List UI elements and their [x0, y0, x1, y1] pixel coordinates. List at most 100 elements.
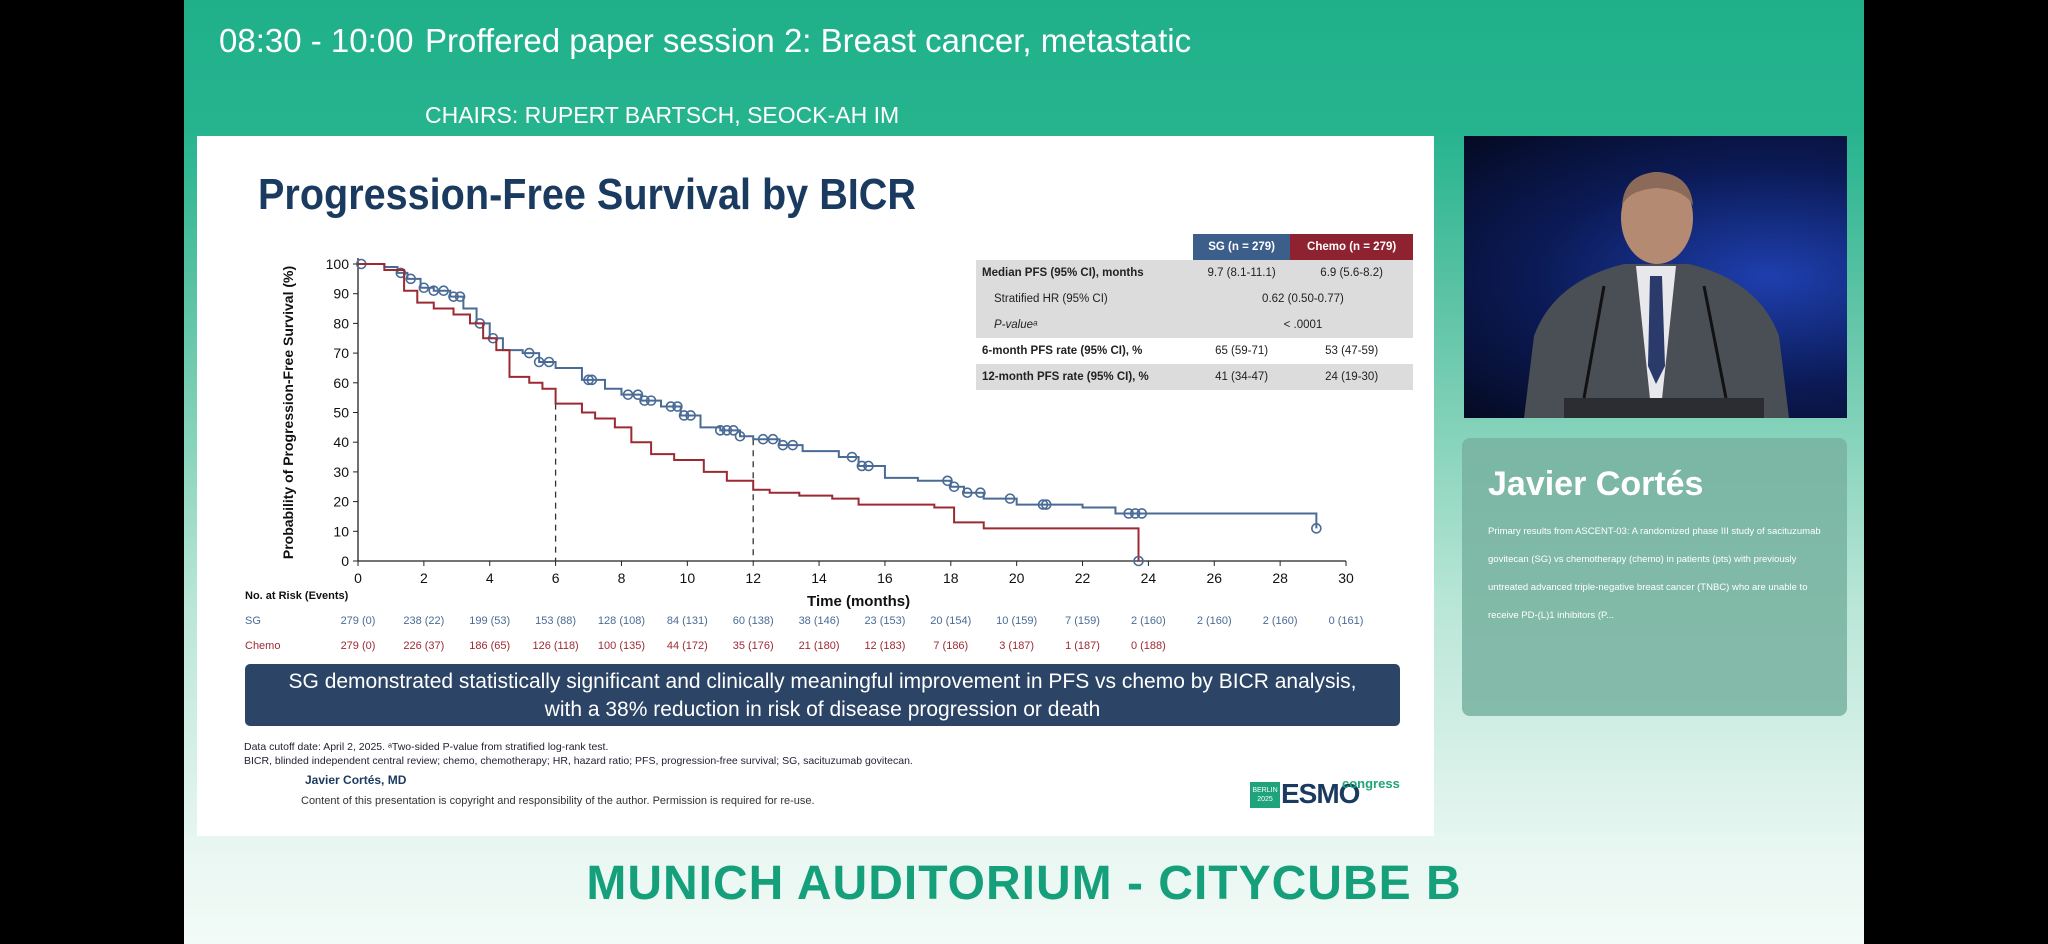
- x-tick-label: 6: [552, 570, 560, 586]
- risk-cell: 38 (146): [799, 615, 840, 627]
- risk-cell: 153 (88): [535, 615, 576, 627]
- risk-cell: 226 (37): [403, 640, 444, 652]
- table-cell-hr: 0.62 (0.50-0.77): [1192, 286, 1413, 312]
- session-chairs: CHAIRS: RUPERT BARTSCH, SEOCK-AH IM: [425, 102, 900, 128]
- x-tick-label: 10: [680, 570, 696, 586]
- speaker-info-card: Javier Cortés Primary results from ASCEN…: [1462, 438, 1847, 716]
- y-tick-label: 0: [341, 553, 349, 569]
- risk-cell: 21 (180): [799, 640, 840, 652]
- risk-cell: 0 (188): [1131, 640, 1166, 652]
- y-tick-label: 90: [333, 286, 349, 302]
- risk-cell: 279 (0): [341, 615, 376, 627]
- censor-mark-sg: [395, 267, 407, 279]
- censor-mark-sg: [639, 395, 650, 406]
- presentation-slide: Progression-Free Survival by BICR 0 10 20 3…: [197, 136, 1434, 836]
- censor-mark-sg: [533, 356, 545, 368]
- table-row-label: Median PFS (95% CI), months: [976, 260, 1193, 286]
- logo-city: BERLIN: [1252, 787, 1278, 794]
- banner-line-2: with a 38% reduction in risk of disease …: [544, 698, 1101, 721]
- censor-mark-sg: [1041, 499, 1052, 510]
- risk-cell: 126 (118): [532, 640, 578, 652]
- table-col-sg: SG (n = 279): [1192, 234, 1291, 260]
- table-cell-chemo: 6.9 (5.6-8.2): [1290, 260, 1413, 286]
- risk-cell: 238 (22): [403, 615, 444, 627]
- censor-mark-sg: [948, 481, 960, 493]
- pfs-summary-table: SG (n = 279) Chemo (n = 279) Median PFS …: [976, 234, 1413, 390]
- censor-mark-sg: [448, 291, 459, 302]
- censor-mark-sg: [1004, 493, 1016, 504]
- talk-description: Primary results from ASCENT-03: A random…: [1488, 526, 1821, 621]
- censor-mark-sg: [1129, 508, 1141, 519]
- table-row: Median PFS (95% CI), months 9.7 (8.1-11.…: [976, 260, 1413, 286]
- risk-row-name: SG: [245, 615, 261, 627]
- risk-cell: 0 (161): [1329, 615, 1364, 627]
- censor-mark-sg: [961, 487, 973, 498]
- censor-mark-sg: [632, 389, 644, 400]
- censor-mark-sg: [685, 410, 696, 421]
- censor-mark-sg: [438, 285, 449, 297]
- table-cell-pvalue: < .0001: [1192, 312, 1413, 338]
- stream-stage: 08:30 - 10:00 Proffered paper session 2:…: [184, 0, 1864, 944]
- km-curve-chemo: [358, 263, 1140, 561]
- session-title: Proffered paper session 2: Breast cancer…: [425, 22, 1192, 59]
- y-axis-title: Probability of Progression-Free Survival…: [280, 266, 296, 559]
- esmo-logo-badge: BERLIN 2025: [1250, 782, 1280, 808]
- x-tick-label: 18: [943, 570, 959, 586]
- y-tick-label: 10: [333, 523, 349, 539]
- x-tick-label: 20: [1009, 570, 1025, 586]
- risk-cell: 44 (172): [667, 640, 708, 652]
- risk-cell: 7 (159): [1065, 615, 1100, 627]
- slide-title: Progression-Free Survival by BICR: [258, 170, 917, 219]
- logo-name: ESMO: [1281, 778, 1360, 809]
- censor-mark-sg: [405, 273, 416, 285]
- table-row-label: 12-month PFS rate (95% CI), %: [976, 364, 1193, 390]
- table-row: 12-month PFS rate (95% CI), % 41 (34-47)…: [976, 364, 1413, 390]
- x-tick-label: 30: [1338, 570, 1354, 586]
- censor-mark-sg: [863, 460, 874, 472]
- footnote-cutoff: Data cutoff date: April 2, 2025. ᵃTwo-si…: [244, 741, 609, 753]
- x-tick-label: 16: [877, 570, 893, 586]
- censor-mark-sg: [678, 410, 690, 421]
- censor-mark-sg: [1136, 508, 1148, 519]
- censor-mark-sg: [942, 475, 953, 487]
- risk-cell: 2 (160): [1263, 615, 1298, 627]
- table-header-row: SG (n = 279) Chemo (n = 279): [976, 234, 1413, 260]
- censor-mark-sg: [734, 430, 746, 442]
- censor-mark-sg: [757, 433, 769, 445]
- risk-cell: 2 (160): [1131, 615, 1166, 627]
- risk-cell: 84 (131): [667, 615, 708, 627]
- censor-mark-sg: [975, 487, 986, 498]
- risk-cell: 100 (135): [598, 640, 645, 652]
- risk-cell: 20 (154): [930, 615, 971, 627]
- censor-mark-sg: [1037, 499, 1049, 510]
- risk-cell: 12 (183): [864, 640, 905, 652]
- risk-cell: 2 (160): [1197, 615, 1232, 627]
- x-tick-label: 8: [618, 570, 626, 586]
- censor-mark-sg: [583, 374, 594, 386]
- censor-mark-sg: [672, 401, 683, 412]
- table-col-chemo: Chemo (n = 279): [1290, 234, 1413, 260]
- censor-mark-sg: [523, 347, 535, 359]
- y-tick-label: 40: [333, 434, 349, 450]
- censor-mark-sg: [787, 439, 799, 451]
- censor-mark-sg: [1123, 508, 1134, 519]
- speaker-video: [1464, 136, 1847, 418]
- y-tick-label: 20: [333, 494, 349, 510]
- table-row-label: Stratified HR (95% CI): [976, 286, 1193, 312]
- speaker-name: Javier Cortés: [1488, 465, 1704, 503]
- censor-mark-chemo: [1133, 555, 1144, 567]
- y-tick-label: 50: [333, 405, 349, 421]
- risk-cell: 35 (176): [733, 640, 774, 652]
- table-row: P-valueᵃ < .0001: [976, 312, 1413, 338]
- x-tick-label: 2: [420, 570, 428, 586]
- risk-cell: 199 (53): [469, 615, 510, 627]
- risk-table-title: No. at Risk (Events): [245, 590, 349, 602]
- x-tick-label: 26: [1206, 570, 1222, 586]
- y-tick-label: 80: [333, 315, 349, 331]
- risk-cell: 1 (187): [1065, 640, 1100, 652]
- table-cell-sg: 41 (34-47): [1192, 364, 1291, 390]
- x-axis-title: Time (months): [807, 593, 910, 610]
- censor-mark-sg: [454, 291, 466, 302]
- table-cell-chemo: 24 (19-30): [1290, 364, 1413, 390]
